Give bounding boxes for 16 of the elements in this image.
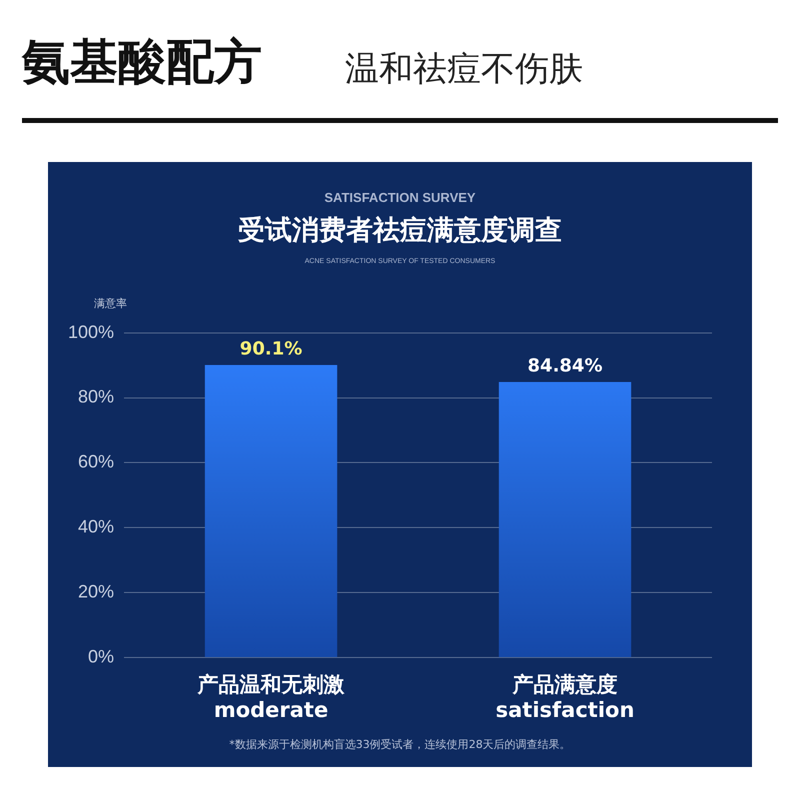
text: SATISFACTION SURVEY [323,190,477,205]
y-tick-label: 60% [78,452,114,472]
y-axis-title: 满意率 [94,296,127,311]
x-tick-label: 产品温和无刺激 moderate [196,672,346,722]
y-tick-label: 100% [68,322,114,342]
text: *数据来源于检测机构盲选33例受试者，连续使用28天后的调查结果。 [228,737,572,752]
text: 氨基酸配方 [22,33,262,92]
y-tick-label: 0% [88,646,114,667]
chart-title: 受试消费者祛痘满意度调查 [237,214,563,248]
x-tick-label: 产品满意度 satisfaction [496,672,634,722]
y-tick-label: 80% [78,386,114,407]
data-label: 90.1% [240,338,302,360]
data-label: 84.84% [528,356,602,377]
y-tick-label: 20% [78,582,114,602]
y-tick-label: 40% [78,516,114,537]
text: 温和祛痘不伤肤 [345,48,583,91]
